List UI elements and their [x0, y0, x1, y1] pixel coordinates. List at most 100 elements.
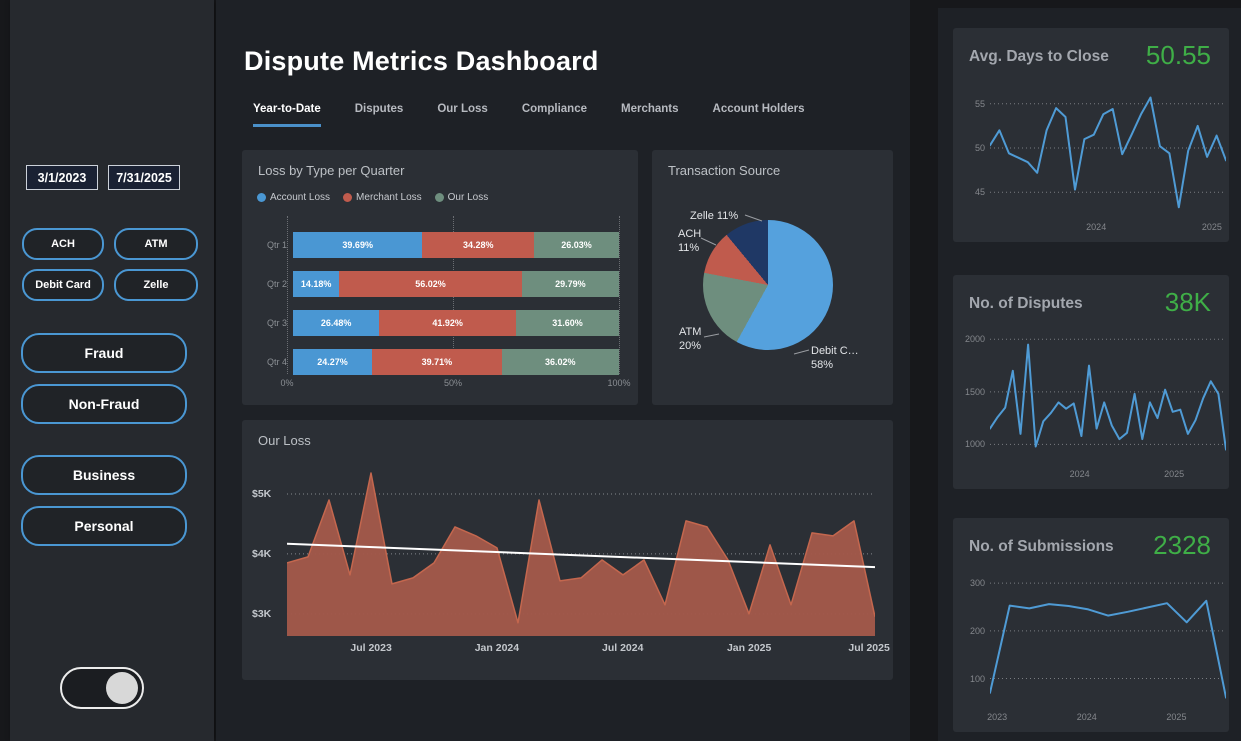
kpi-line-chart[interactable]: [990, 576, 1226, 700]
segment-filter-group: Business Personal: [21, 455, 187, 546]
bar-segment-merchant-loss[interactable]: 34.28%: [422, 232, 535, 258]
area-chart-title: Our Loss: [258, 433, 311, 448]
area-x-tick: Jan 2024: [474, 642, 520, 654]
area-x-tick: Jan 2025: [726, 642, 772, 654]
date-end-input[interactable]: [108, 165, 180, 190]
legend-item-account-loss: Account Loss: [257, 192, 330, 203]
bar-segment-merchant-loss[interactable]: 39.71%: [372, 349, 502, 375]
kpi-line-chart[interactable]: [990, 86, 1226, 210]
filter-button-personal[interactable]: Personal: [21, 506, 187, 546]
tab-year-to-date[interactable]: Year-to-Date: [253, 103, 321, 127]
legend-item-our-loss: Our Loss: [434, 192, 488, 203]
kpi-x-tick: 2024: [1069, 469, 1090, 479]
bar-category-label: Qtr 1: [266, 240, 287, 250]
bar-x-tick: 0%: [280, 378, 294, 388]
kpi-y-tick: 50: [974, 143, 985, 153]
kpi-y-tick: 100: [969, 673, 985, 684]
kpi-line-chart[interactable]: [990, 333, 1226, 457]
filter-button-business[interactable]: Business: [21, 455, 187, 495]
legend-item-merchant-loss: Merchant Loss: [343, 192, 422, 203]
kpi-x-tick: 2025: [1201, 222, 1222, 232]
bar-x-tick: 50%: [443, 378, 463, 388]
kpi-y-tick: 55: [974, 98, 985, 109]
bar-row-qtr-3: Qtr 3 26.48% 41.92% 31.60%: [245, 310, 619, 336]
tab-account-holders[interactable]: Account Holders: [712, 103, 805, 115]
channel-filter-group: ACH ATM Debit Card Zelle: [22, 228, 198, 301]
bar-segment-our-loss[interactable]: 31.60%: [515, 310, 619, 336]
filter-button-atm[interactable]: ATM: [114, 228, 198, 260]
toggle-knob: [106, 672, 138, 704]
kpi-y-tick: 2000: [964, 334, 985, 345]
kpi-y-tick: 200: [969, 625, 985, 636]
bar-segment-merchant-loss[interactable]: 41.92%: [379, 310, 516, 336]
bar-segment-our-loss[interactable]: 36.02%: [501, 349, 619, 375]
kpi-x-tick: 2024: [1076, 712, 1097, 722]
kpi-y-tick: 300: [969, 578, 985, 589]
kpi-value: 2328: [1153, 530, 1211, 560]
kpi-value: 50.55: [1145, 40, 1211, 70]
kpi-x-tick: 2025: [1164, 469, 1185, 479]
area-y-tick: $4K: [252, 547, 272, 560]
pie-label-ach: ACH 11%: [678, 228, 702, 255]
kpi-title: Avg. Days to Close: [969, 48, 1109, 65]
pie-label-atm: ATM 20%: [679, 326, 702, 353]
bar-segment-account-loss[interactable]: 14.18%: [293, 271, 340, 297]
toggle-switch[interactable]: [60, 667, 144, 709]
transaction-source-card: Transaction Source Zelle 11% ACH 11% ATM…: [652, 150, 893, 405]
page-title: Dispute Metrics Dashboard: [244, 46, 599, 76]
main-panel: Dispute Metrics Dashboard Year-to-Date Di…: [216, 0, 910, 741]
bar-category-label: Qtr 4: [266, 357, 287, 367]
bar-segment-account-loss[interactable]: 26.48%: [293, 310, 380, 336]
filter-button-fraud[interactable]: Fraud: [21, 333, 187, 373]
tab-our-loss[interactable]: Our Loss: [437, 103, 488, 115]
bar-row-qtr-4: Qtr 4 24.27% 39.71% 36.02%: [245, 349, 619, 375]
tab-disputes[interactable]: Disputes: [354, 103, 404, 115]
area-y-tick: $5K: [252, 487, 272, 500]
kpi-y-tick: 1500: [964, 386, 985, 397]
pie-chart[interactable]: [703, 220, 833, 350]
legend-dot-merchant-loss: [343, 193, 353, 202]
bar-x-tick: 100%: [607, 378, 631, 388]
filter-button-ach[interactable]: ACH: [22, 228, 104, 260]
fraud-filter-group: Fraud Non-Fraud: [21, 333, 187, 424]
filter-button-zelle[interactable]: Zelle: [114, 269, 198, 301]
bar-chart-title: Loss by Type per Quarter: [258, 163, 405, 178]
area-x-tick: Jul 2024: [602, 642, 644, 654]
date-range-picker: [26, 165, 180, 190]
tab-bar: Year-to-Date Disputes Our Loss Compliance Me…: [253, 103, 805, 127]
filter-sidebar: ACH ATM Debit Card Zelle Fraud Non-Fraud Bus…: [10, 0, 214, 741]
bar-segment-account-loss[interactable]: 39.69%: [293, 232, 423, 258]
kpi-x-tick: 2023: [987, 712, 1008, 722]
kpi-x-tick: 2024: [1086, 222, 1107, 232]
kpi-title: No. of Disputes: [969, 295, 1083, 312]
bar-segment-our-loss[interactable]: 29.79%: [521, 271, 619, 297]
kpi-y-tick: 1000: [964, 439, 985, 450]
kpi-card-avg-days-to-close: Avg. Days to Close 50.55 55 50 45 2024 2025: [953, 28, 1229, 242]
area-y-tick: $3K: [252, 607, 272, 620]
filter-button-debit-card[interactable]: Debit Card: [22, 269, 104, 301]
pie-label-debit-card: Debit C… 58%: [811, 345, 859, 372]
our-loss-card: Our Loss $3K $4K $5K Jul 2023 Jan 2024 Jul 20…: [242, 420, 893, 680]
legend-dot-our-loss: [434, 193, 444, 202]
bar-segment-account-loss[interactable]: 24.27%: [293, 349, 373, 375]
kpi-x-tick: 2025: [1166, 712, 1187, 722]
bar-chart-legend: Account Loss Merchant Loss Our Loss: [257, 192, 488, 203]
bar-segment-merchant-loss[interactable]: 56.02%: [339, 271, 522, 297]
bar-segment-our-loss[interactable]: 26.03%: [534, 232, 619, 258]
area-chart-plot[interactable]: [287, 470, 875, 636]
kpi-card-no-of-disputes: No. of Disputes 38K 2000 1500 1000 2024 2025: [953, 275, 1229, 489]
kpi-panel: Avg. Days to Close 50.55 55 50 45 2024 2025 No.…: [938, 8, 1241, 741]
bar-category-label: Qtr 3: [266, 318, 287, 328]
tab-compliance[interactable]: Compliance: [521, 103, 587, 115]
kpi-title: No. of Submissions: [969, 538, 1114, 555]
bar-row-qtr-1: Qtr 1 39.69% 34.28% 26.03%: [245, 232, 619, 258]
kpi-card-no-of-submissions: No. of Submissions 2328 300 200 100 2023 2024 2…: [953, 518, 1229, 732]
filter-button-non-fraud[interactable]: Non-Fraud: [21, 384, 187, 424]
legend-dot-account-loss: [257, 193, 266, 202]
loss-by-type-card: Loss by Type per Quarter Account Loss Mer…: [242, 150, 638, 405]
date-start-input[interactable]: [26, 165, 98, 190]
pie-chart-title: Transaction Source: [668, 163, 781, 178]
kpi-y-tick: 45: [974, 187, 985, 198]
pie-label-zelle: Zelle 11%: [690, 210, 739, 222]
tab-merchants[interactable]: Merchants: [621, 103, 679, 115]
